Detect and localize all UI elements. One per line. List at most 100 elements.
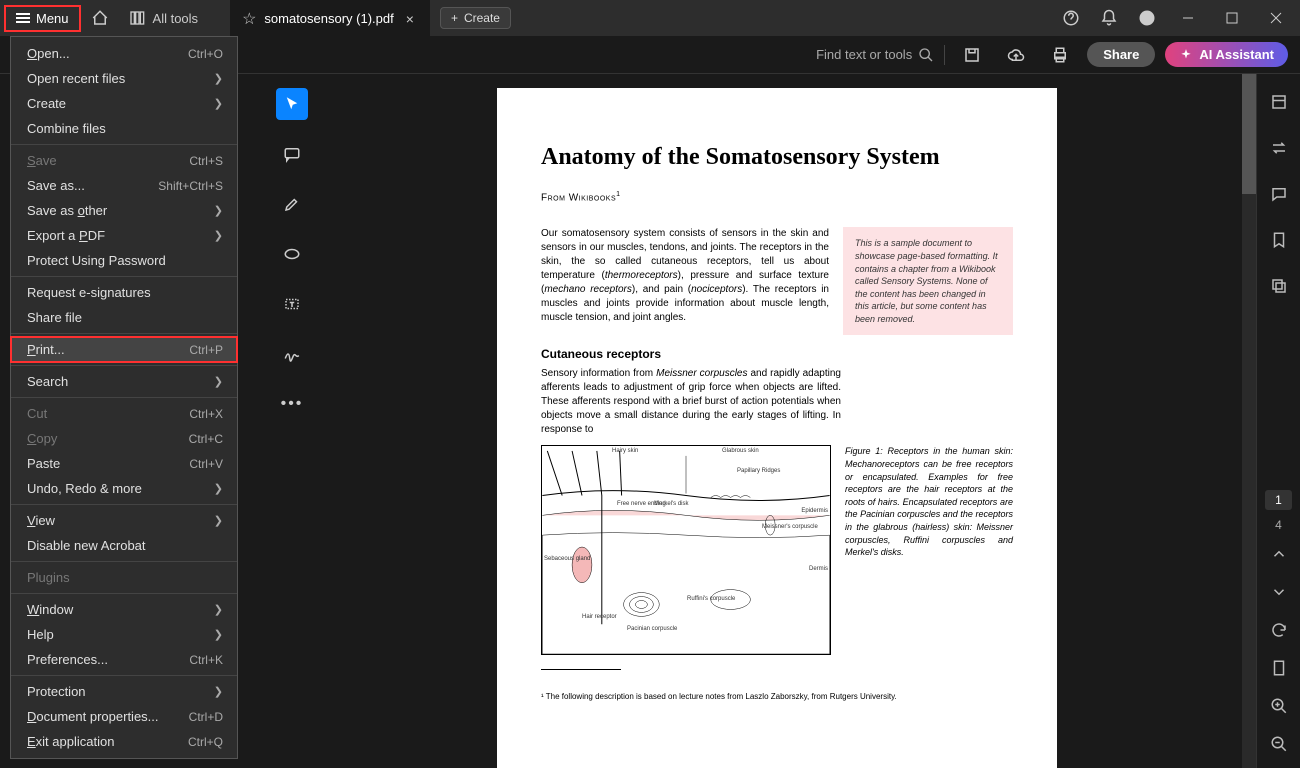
text-tool[interactable] xyxy=(276,288,308,320)
select-tool[interactable] xyxy=(276,88,308,120)
menu-shortcut: Ctrl+C xyxy=(189,432,223,446)
tools-icon xyxy=(129,10,145,26)
menu-item-disable-new-acrobat[interactable]: Disable new Acrobat xyxy=(11,533,237,558)
menu-item-preferences[interactable]: Preferences...Ctrl+K xyxy=(11,647,237,672)
ai-assistant-button[interactable]: AI Assistant xyxy=(1165,42,1288,67)
menu-shortcut: Ctrl+Q xyxy=(188,735,223,749)
doc-source: From Wikibooks1 xyxy=(541,191,1013,203)
page-up-button[interactable] xyxy=(1263,540,1295,568)
menu-item-view[interactable]: View❯ xyxy=(11,508,237,533)
subheading: Cutaneous receptors xyxy=(541,347,1013,361)
menu-separator xyxy=(11,276,237,277)
share-button[interactable]: Share xyxy=(1087,42,1155,67)
menu-item-print[interactable]: Print...Ctrl+P xyxy=(11,337,237,362)
chevron-right-icon: ❯ xyxy=(214,229,223,242)
menu-item-label: Combine files xyxy=(27,121,106,136)
menu-item-export-a-pdf[interactable]: Export a PDF❯ xyxy=(11,223,237,248)
menu-item-open[interactable]: Open...Ctrl+O xyxy=(11,41,237,66)
copy-button[interactable] xyxy=(1263,272,1295,300)
save-button[interactable] xyxy=(955,41,989,69)
draw-icon xyxy=(283,245,301,263)
page-viewport[interactable]: Anatomy of the Somatosensory System From… xyxy=(312,74,1242,768)
menu-item-window[interactable]: Window❯ xyxy=(11,597,237,622)
cursor-icon xyxy=(283,95,301,113)
menu-item-protect-using-password[interactable]: Protect Using Password xyxy=(11,248,237,273)
menu-item-open-recent-files[interactable]: Open recent files❯ xyxy=(11,66,237,91)
menu-separator xyxy=(11,675,237,676)
menu-separator xyxy=(11,504,237,505)
tool-strip: ••• xyxy=(272,74,312,768)
home-button[interactable] xyxy=(83,4,117,32)
menu-item-label: Protection xyxy=(27,684,86,699)
page-view-button[interactable] xyxy=(1263,654,1295,682)
menu-item-label: Search xyxy=(27,374,68,389)
chevron-right-icon: ❯ xyxy=(214,204,223,217)
create-button[interactable]: + Create xyxy=(440,7,511,29)
menu-item-combine-files[interactable]: Combine files xyxy=(11,116,237,141)
chat-icon xyxy=(1270,185,1288,203)
maximize-button[interactable] xyxy=(1212,4,1252,32)
notifications-button[interactable] xyxy=(1092,4,1126,32)
signature-icon xyxy=(283,345,301,363)
all-tools-button[interactable]: All tools xyxy=(119,10,209,26)
chevron-right-icon: ❯ xyxy=(214,603,223,616)
more-tools[interactable]: ••• xyxy=(276,388,308,420)
minimize-button[interactable] xyxy=(1168,4,1208,32)
close-button[interactable] xyxy=(1256,4,1296,32)
page-indicator: 1 4 xyxy=(1263,490,1295,758)
rotate-button[interactable] xyxy=(1263,616,1295,644)
menu-item-label: Preferences... xyxy=(27,652,108,667)
menu-item-document-properties[interactable]: Document properties...Ctrl+D xyxy=(11,704,237,729)
comment-tool[interactable] xyxy=(276,138,308,170)
tab-close-button[interactable]: × xyxy=(402,11,418,27)
zoom-out-button[interactable] xyxy=(1263,730,1295,758)
chat-button[interactable] xyxy=(1263,180,1295,208)
bookmark-button[interactable] xyxy=(1263,226,1295,254)
menu-item-share-file[interactable]: Share file xyxy=(11,305,237,330)
page-down-button[interactable] xyxy=(1263,578,1295,606)
menu-item-protection[interactable]: Protection❯ xyxy=(11,679,237,704)
sign-tool[interactable] xyxy=(276,338,308,370)
search-box[interactable]: Find text or tools xyxy=(816,47,934,63)
menu-item-label: Share file xyxy=(27,310,82,325)
separator xyxy=(944,45,945,65)
search-placeholder: Find text or tools xyxy=(816,47,912,62)
menu-item-label: Protect Using Password xyxy=(27,253,166,268)
menu-item-save-as-other[interactable]: Save as other ❯ xyxy=(11,198,237,223)
titlebar-left: Menu All tools ☆ somatosensory (1).pdf ×… xyxy=(4,0,511,36)
current-page[interactable]: 1 xyxy=(1265,490,1292,510)
titlebar-right xyxy=(1054,4,1296,32)
menu-item-help[interactable]: Help❯ xyxy=(11,622,237,647)
help-button[interactable] xyxy=(1054,4,1088,32)
panel-button-1[interactable] xyxy=(1263,88,1295,116)
cloud-button[interactable] xyxy=(999,41,1033,69)
account-button[interactable] xyxy=(1130,4,1164,32)
star-icon[interactable]: ☆ xyxy=(242,9,256,29)
scrollbar-thumb[interactable] xyxy=(1242,74,1256,194)
menu-item-exit-application[interactable]: Exit applicationCtrl+Q xyxy=(11,729,237,754)
document-tab[interactable]: ☆ somatosensory (1).pdf × xyxy=(230,0,430,36)
zoom-in-button[interactable] xyxy=(1263,692,1295,720)
save-icon xyxy=(963,46,981,64)
menu-item-cut: CutCtrl+X xyxy=(11,401,237,426)
menu-item-label: View xyxy=(27,513,55,528)
menu-item-label: Create xyxy=(27,96,66,111)
menu-item-paste[interactable]: PasteCtrl+V xyxy=(11,451,237,476)
menu-item-label: Save as other xyxy=(27,203,107,218)
chevron-right-icon: ❯ xyxy=(214,482,223,495)
menu-item-create[interactable]: Create❯ xyxy=(11,91,237,116)
menu-item-request-e-signatures[interactable]: Request e-signatures xyxy=(11,280,237,305)
swap-button[interactable] xyxy=(1263,134,1295,162)
menu-item-search[interactable]: Search❯ xyxy=(11,369,237,394)
menu-shortcut: Ctrl+O xyxy=(188,47,223,61)
menu-shortcut: Shift+Ctrl+S xyxy=(158,179,223,193)
highlight-tool[interactable] xyxy=(276,188,308,220)
menu-item-label: Paste xyxy=(27,456,60,471)
scrollbar[interactable] xyxy=(1242,74,1256,768)
menu-item-save-as[interactable]: Save as...Shift+Ctrl+S xyxy=(11,173,237,198)
menu-button[interactable]: Menu xyxy=(4,5,81,32)
menu-item-label: Cut xyxy=(27,406,47,421)
print-button[interactable] xyxy=(1043,41,1077,69)
draw-tool[interactable] xyxy=(276,238,308,270)
menu-item-undo-redo-more[interactable]: Undo, Redo & more❯ xyxy=(11,476,237,501)
